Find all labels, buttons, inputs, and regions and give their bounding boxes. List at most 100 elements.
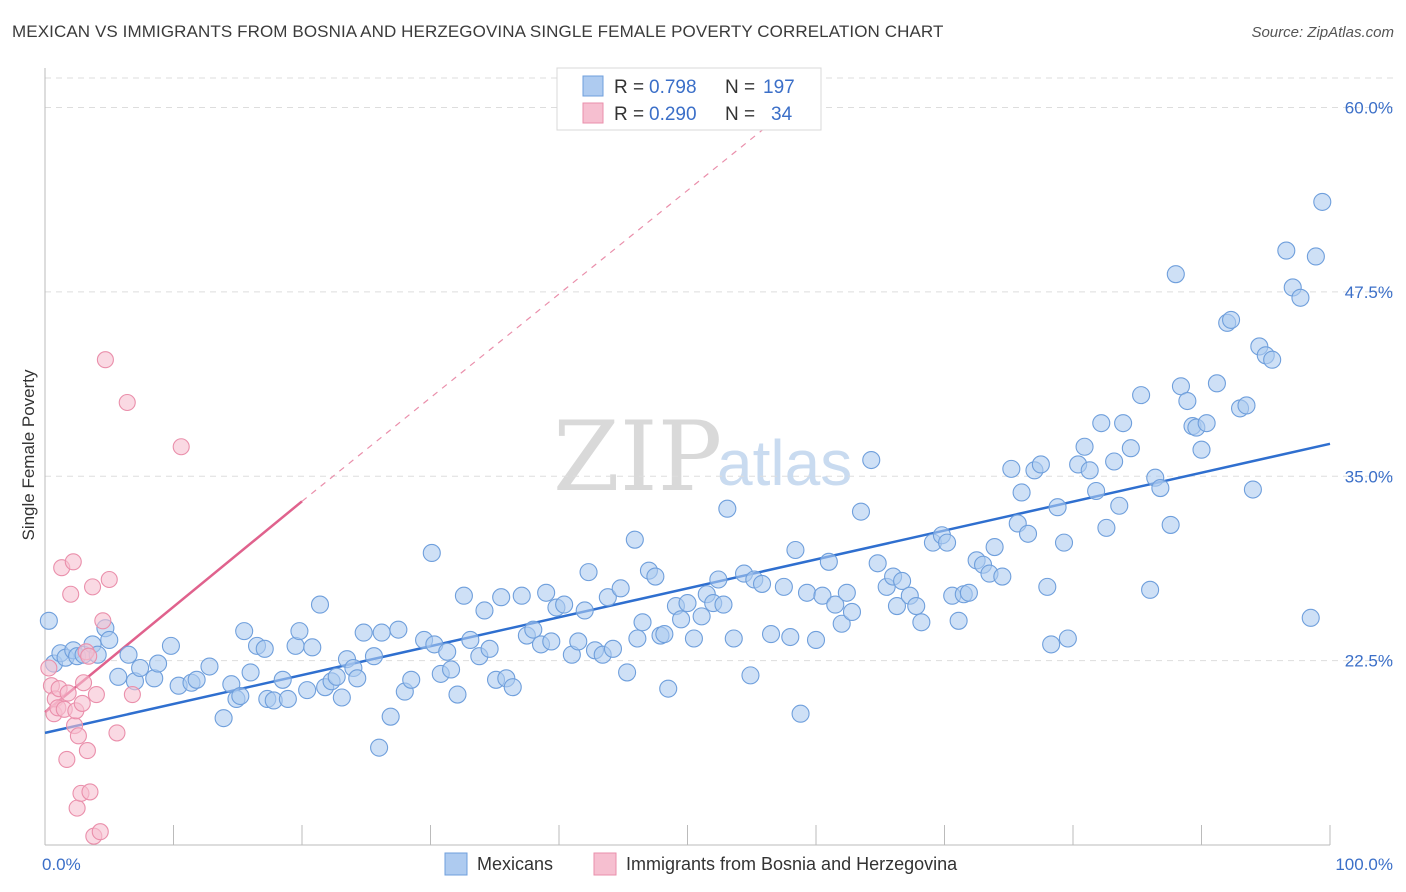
watermark-zip: ZIP: [553, 401, 722, 513]
legend-n-value-1: 197: [763, 77, 795, 98]
mexican-point: [161, 636, 180, 655]
mexican-point: [332, 688, 351, 707]
legend-r-label-1: R =: [614, 77, 644, 98]
mexican-point: [659, 679, 678, 698]
mexican-point: [1121, 439, 1140, 458]
mexican-point: [797, 583, 817, 602]
bosnia-point: [96, 351, 114, 369]
mexican-point: [678, 594, 697, 613]
mexican-point: [131, 658, 150, 678]
bosnia-point: [108, 724, 126, 742]
mexican-point: [949, 611, 968, 630]
bottom-legend-swatch-mexicans: [444, 852, 468, 876]
y-tick-label: 47.5%: [1345, 283, 1393, 302]
mexican-point: [842, 602, 862, 622]
mexican-point: [938, 533, 957, 552]
mexican-point: [475, 601, 494, 620]
mexican-point: [381, 707, 400, 726]
mexican-point: [1105, 452, 1124, 471]
mexican-point: [310, 595, 330, 614]
bosnia-point: [58, 750, 76, 769]
mexican-point: [1038, 577, 1057, 596]
mexican-point: [448, 685, 467, 704]
mexican-point: [442, 660, 461, 679]
mexican-point: [985, 537, 1004, 557]
mexican-point: [372, 623, 391, 642]
mexican-point: [774, 577, 793, 596]
mexican-point: [480, 639, 499, 658]
mexican-point: [579, 563, 598, 582]
mexican-point: [832, 614, 851, 633]
mexican-point: [912, 613, 931, 632]
mexican-point: [290, 622, 309, 641]
bosnia-point: [75, 674, 93, 692]
mexican-point: [1313, 192, 1332, 211]
mexican-point: [611, 579, 630, 598]
mexican-point: [492, 588, 511, 607]
bosnia-point: [73, 694, 91, 712]
bosnia-point: [78, 742, 96, 760]
mexican-point: [187, 670, 206, 689]
mexican-point: [298, 681, 317, 700]
mexican-point: [555, 595, 574, 614]
bosnia-point: [83, 578, 102, 596]
bottom-legend: Mexicans Immigrants from Bosnia and Herz…: [444, 852, 958, 876]
mexican-point: [402, 670, 421, 689]
mexican-point: [231, 686, 250, 706]
mexican-point: [1263, 350, 1282, 369]
bosnia-point: [68, 799, 86, 817]
mexican-point: [1291, 288, 1310, 307]
mexican-point: [837, 583, 856, 602]
mexican-point: [598, 588, 617, 607]
mexican-point: [1075, 437, 1094, 456]
mexican-point: [625, 530, 644, 549]
mexican-point: [575, 601, 594, 620]
legend-swatch-mexicans: [582, 75, 604, 97]
mexican-point: [1012, 483, 1031, 502]
mexican-point: [348, 669, 367, 688]
mexican-point: [709, 570, 728, 589]
mexican-point: [1132, 386, 1151, 405]
mexican-point: [724, 629, 743, 648]
mexican-point: [618, 663, 637, 682]
mexican-point: [1222, 310, 1241, 329]
mexican-point: [646, 567, 665, 586]
mexican-point: [542, 632, 561, 651]
mexican-point: [278, 689, 297, 709]
mexican-point: [364, 647, 384, 666]
bosnia-trend-extension: [301, 117, 778, 502]
mexican-point: [503, 678, 522, 697]
mexican-point: [119, 645, 138, 664]
mexican-point: [959, 583, 978, 602]
bosnia-point: [40, 659, 58, 677]
mexican-point: [1092, 414, 1111, 433]
mexican-point: [781, 627, 800, 647]
bosnia-point: [80, 647, 98, 665]
mexican-point: [1237, 396, 1256, 415]
mexican-point: [1018, 524, 1038, 543]
legend-box: R = 0.798 N = 197 R = 0.290 N = 34: [556, 67, 822, 131]
mexican-point: [1166, 265, 1185, 284]
mexican-point: [826, 595, 845, 614]
mexican-point: [993, 567, 1012, 586]
mexican-point: [214, 709, 233, 728]
mexican-point: [389, 620, 408, 639]
bosnia-point: [123, 685, 141, 704]
mexican-point: [1054, 533, 1074, 552]
mexican-point: [537, 583, 556, 602]
bottom-legend-bosnia: Immigrants from Bosnia and Herzegovina: [626, 854, 958, 874]
mexican-point: [1161, 515, 1180, 534]
y-tick-label: 22.5%: [1345, 652, 1393, 671]
mexican-point: [200, 657, 219, 676]
bosnia-point: [172, 438, 190, 456]
bosnia-point: [62, 585, 80, 603]
legend-r-label-2: R =: [614, 104, 644, 125]
mexican-point: [1058, 629, 1077, 648]
mexican-point: [1197, 414, 1216, 433]
bosnia-point: [69, 727, 87, 745]
mexicans-trend-line: [44, 442, 1331, 735]
mexican-point: [327, 667, 346, 686]
mexican-point: [1048, 498, 1067, 517]
axes: [44, 68, 1331, 846]
